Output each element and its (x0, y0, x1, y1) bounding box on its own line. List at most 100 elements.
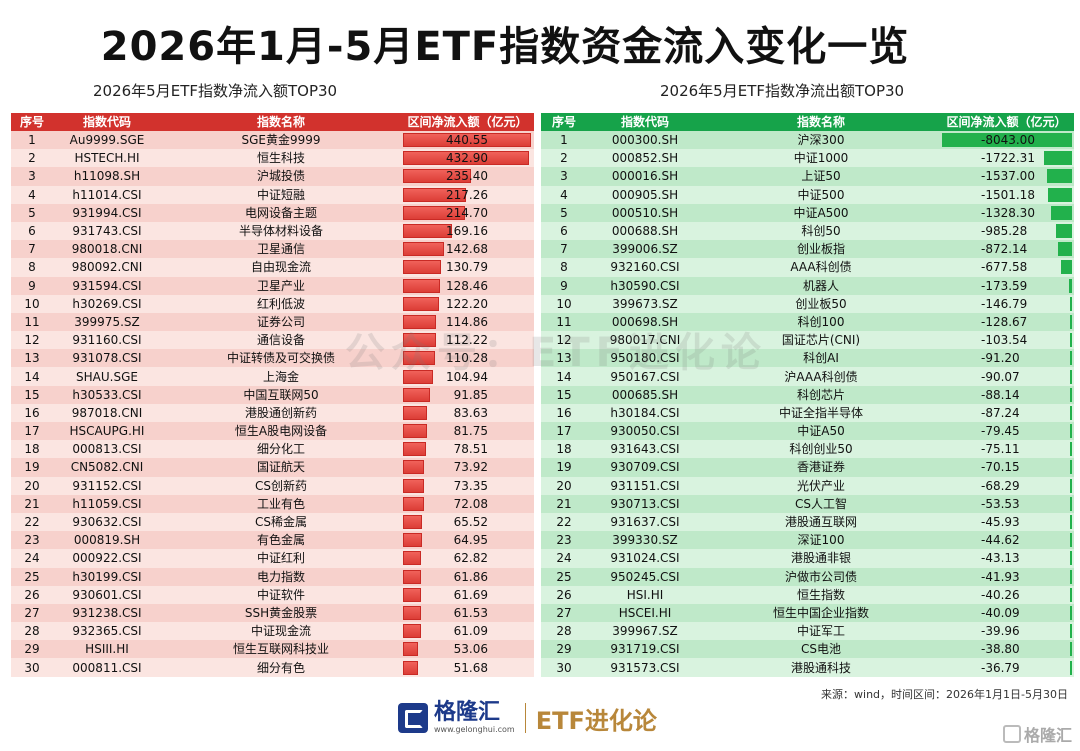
outflow-bar (1070, 660, 1072, 675)
rank-cell: 6 (28, 224, 36, 239)
rank-cell: 23 (24, 533, 40, 548)
name-cell: 机器人 (802, 278, 839, 293)
inflow-bar (403, 496, 424, 511)
code-cell: 399967.SZ (612, 624, 678, 639)
value-text: -91.20 (981, 351, 1020, 366)
code-cell: h30269.CSI (72, 296, 142, 311)
value-cell: 62.82 (401, 549, 534, 567)
value-text: 122.20 (446, 296, 488, 311)
name-cell: 中证现金流 (250, 624, 311, 639)
rank-cell: 11 (24, 314, 40, 329)
rank-cell: 16 (556, 405, 572, 420)
name-cell: 恒生互联网科技业 (232, 642, 329, 657)
outflow-row: 23 399330.SZ 深证100 -44.62 (541, 531, 1074, 550)
inflow-row: 11 399975.SZ 证券公司 114.86 (11, 312, 534, 332)
value-cell: 64.95 (401, 531, 534, 549)
inflow-row: 12 931160.CSI 通信设备 112.22 (11, 331, 534, 350)
value-text: -1722.31 (981, 151, 1035, 166)
value-cell: -75.11 (939, 440, 1074, 458)
rank-cell: 18 (24, 442, 40, 457)
name-cell: AAA科创债 (790, 260, 852, 275)
value-cell: 128.46 (401, 277, 534, 295)
name-cell: 中证短融 (256, 187, 305, 202)
code-cell: 399975.SZ (74, 314, 140, 329)
value-text: -45.93 (981, 515, 1020, 530)
name-cell: 自由现金流 (250, 260, 311, 275)
name-cell: 红利低波 (256, 296, 305, 311)
code-cell: 399330.SZ (612, 533, 678, 548)
name-cell: CS电池 (801, 642, 841, 657)
name-cell: 港股通科技 (790, 660, 851, 675)
inflow-row: 10 h30269.CSI 红利低波 122.20 (11, 294, 534, 313)
code-cell: 980017.CNI (609, 333, 681, 348)
rank-cell: 20 (556, 478, 572, 493)
outflow-bar (1070, 460, 1072, 475)
value-cell: -40.26 (939, 586, 1074, 604)
value-text: -79.45 (981, 424, 1020, 439)
name-cell: 卫星产业 (256, 278, 305, 293)
rank-cell: 4 (560, 187, 568, 202)
inflow-row: 29 HSIII.HI 恒生互联网科技业 53.06 (11, 640, 534, 659)
inflow-bar (403, 442, 426, 457)
value-text: 73.92 (453, 460, 488, 475)
inflow-subtitle: 2026年5月ETF指数净流入额TOP30 (93, 82, 338, 100)
value-cell: -39.96 (939, 622, 1074, 640)
outflow-bar (1070, 424, 1072, 439)
name-cell: 光伏产业 (796, 478, 845, 493)
rank-cell: 30 (24, 660, 40, 675)
inflow-row: 8 980092.CNI 自由现金流 130.79 (11, 258, 534, 277)
value-cell: -70.15 (939, 458, 1074, 476)
value-text: -75.11 (981, 442, 1020, 457)
outflow-row: 3 000016.SH 上证50 -1537.00 (541, 167, 1074, 186)
name-cell: 港股通非银 (790, 551, 851, 566)
value-cell: 51.68 (401, 659, 534, 677)
code-cell: 000016.SH (611, 169, 679, 184)
code-header: 指数代码 (82, 115, 131, 129)
outflow-bar (1070, 351, 1072, 366)
name-cell: 恒生科技 (256, 151, 305, 166)
inflow-row: 2 HSTECH.HI 恒生科技 432.90 (11, 149, 534, 168)
rank-cell: 19 (556, 460, 572, 475)
outflow-row: 2 000852.SH 中证1000 -1722.31 (541, 149, 1074, 168)
outflow-row: 25 950245.CSI 沪做市公司债 -41.93 (541, 567, 1074, 586)
value-cell: -173.59 (939, 277, 1074, 295)
outflow-bar (1044, 151, 1072, 166)
inflow-row: 13 931078.CSI 中证转债及可交换债 110.28 (11, 349, 534, 368)
value-text: 142.68 (446, 242, 488, 257)
code-cell: 000813.CSI (72, 442, 142, 457)
value-cell: 81.75 (401, 422, 534, 440)
value-text: 128.46 (446, 278, 488, 293)
outflow-row: 4 000905.SH 中证500 -1501.18 (541, 185, 1074, 204)
value-text: -1328.30 (981, 205, 1035, 220)
inflow-row: 30 000811.CSI 细分有色 51.68 (11, 658, 534, 677)
value-text: -103.54 (981, 333, 1028, 348)
outflow-table-header: 序号 指数代码 指数名称 区间净流入额（亿元） (541, 113, 1074, 131)
value-text: 78.51 (453, 442, 488, 457)
code-cell: 930601.CSI (72, 587, 142, 602)
value-cell: 217.26 (401, 186, 534, 204)
value-cell: 53.06 (401, 640, 534, 658)
inflow-row: 18 000813.CSI 细分化工 78.51 (11, 440, 534, 459)
inflow-row: 19 CN5082.CNI 国证航天 73.92 (11, 458, 534, 477)
code-cell: 399006.SZ (612, 242, 678, 257)
rank-cell: 20 (24, 478, 40, 493)
value-cell: 61.53 (401, 604, 534, 622)
value-text: -39.96 (981, 624, 1020, 639)
rank-cell: 22 (24, 515, 40, 530)
rank-header: 序号 (19, 115, 44, 129)
outflow-bar (1070, 605, 1072, 620)
page-title: 2026年1月-5月ETF指数资金流入变化一览 (100, 24, 910, 70)
rank-cell: 3 (28, 169, 36, 184)
inflow-bar (403, 551, 422, 566)
value-cell: 73.35 (401, 477, 534, 495)
value-text: -1537.00 (981, 169, 1035, 184)
name-cell: 工业有色 (256, 496, 305, 511)
rank-cell: 18 (556, 442, 572, 457)
code-cell: 930709.CSI (610, 460, 680, 475)
code-cell: HSI.HI (626, 587, 664, 602)
outflow-bar (1061, 260, 1072, 275)
rank-cell: 21 (556, 496, 572, 511)
rank-cell: 30 (556, 660, 572, 675)
name-cell: 国证芯片(CNI) (781, 333, 861, 348)
value-text: 432.90 (446, 151, 488, 166)
